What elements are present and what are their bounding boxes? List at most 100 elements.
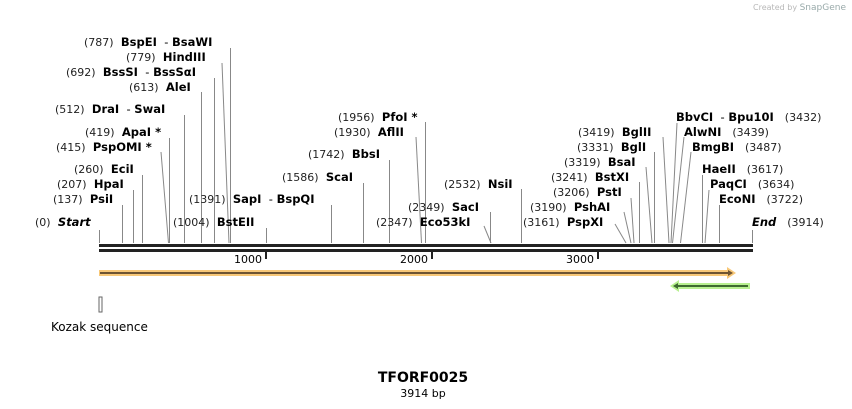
site-separator: -: [145, 65, 150, 79]
site-name-alt: BsaWI: [172, 35, 213, 49]
site-name: BstEII: [216, 215, 255, 229]
ruler-tick-label: 1000: [234, 253, 262, 266]
site-connector-lines: [99, 48, 753, 244]
site-name: BsaI: [607, 155, 636, 169]
site-separator: -: [268, 192, 273, 206]
site-label-bbsi[interactable]: (1742) BbsI: [308, 147, 380, 162]
site-label-aflii[interactable]: (1930) AflII: [334, 125, 404, 140]
site-name: PfoI *: [381, 110, 418, 124]
site-name: BglII: [621, 125, 652, 139]
site-name-alt: BspQI: [276, 192, 315, 206]
site-label-eco53ki[interactable]: (2347) Eco53kI: [376, 215, 470, 230]
site-label-bsai[interactable]: (3319) BsaI: [564, 155, 636, 170]
site-label-bgli[interactable]: (3331) BglI: [577, 140, 646, 155]
site-label-bbvci[interactable]: BbvCI - Bpu10I (3432): [676, 110, 821, 125]
site-label-haeii[interactable]: HaeII (3617): [702, 162, 783, 177]
site-label-nsii[interactable]: (2532) NsiI: [444, 177, 513, 192]
site-position: (207): [57, 178, 87, 191]
site-name: PspOMI *: [92, 140, 152, 154]
site-label-alei[interactable]: (613) AleI: [129, 80, 191, 95]
site-label-ecii[interactable]: (260) EciI: [74, 162, 134, 177]
site-position: (3206): [553, 186, 590, 199]
site-label-bglii[interactable]: (3419) BglII: [578, 125, 651, 140]
site-separator: -: [720, 110, 725, 124]
site-label-pspomi[interactable]: (415) PspOMI *: [56, 140, 152, 155]
site-name: EciI: [110, 162, 134, 176]
site-label-drai[interactable]: (512) DraI - SwaI: [55, 102, 165, 117]
site-label-psti[interactable]: (3206) PstI: [553, 185, 622, 200]
site-position: (1742): [308, 148, 345, 161]
site-position: (1004): [173, 216, 210, 229]
site-label-bsteii[interactable]: (1004) BstEII: [173, 215, 254, 230]
site-label-hpai[interactable]: (207) HpaI: [57, 177, 124, 192]
site-position: (1930): [334, 126, 371, 139]
backbone-bottom: [99, 249, 753, 252]
site-label-end[interactable]: End (3914): [752, 215, 824, 230]
site-label-hindiii[interactable]: (779) HindIII: [126, 50, 206, 65]
site-name: AleI: [165, 80, 191, 94]
site-position: (3914): [787, 216, 824, 229]
site-name: End: [752, 215, 777, 229]
site-name: BstXI: [594, 170, 630, 184]
site-position: (3161): [523, 216, 560, 229]
site-label-apai[interactable]: (419) ApaI *: [85, 125, 161, 140]
site-position: (3190): [530, 201, 567, 214]
site-name: EcoNI: [719, 192, 756, 206]
site-label-pspxi[interactable]: (3161) PspXI: [523, 215, 603, 230]
site-position: (3617): [746, 163, 784, 176]
site-position: (2349): [408, 201, 445, 214]
site-name: BssSI: [102, 65, 138, 79]
site-name: PsiI: [89, 192, 114, 206]
site-label-paqci[interactable]: PaqCI (3634): [710, 177, 794, 192]
site-label-alwni[interactable]: AlwNI (3439): [684, 125, 769, 140]
site-separator: -: [164, 35, 169, 49]
site-separator: -: [126, 102, 131, 116]
site-position: (692): [66, 66, 96, 79]
site-name-alt: BssSαI: [153, 65, 196, 79]
orf-reverse-arrow: [670, 280, 750, 292]
site-name: BbvCI: [676, 110, 714, 124]
site-position: (3634): [757, 178, 795, 191]
site-name-alt: Bpu10I: [728, 110, 774, 124]
site-name: PstI: [596, 185, 622, 199]
site-position: (260): [74, 163, 104, 176]
ruler-tick-label: 3000: [566, 253, 594, 266]
site-name: Start: [57, 215, 91, 229]
site-label-start[interactable]: (0) Start: [35, 215, 91, 230]
feature-label-kozak[interactable]: Kozak sequence: [51, 320, 148, 334]
site-position: (137): [53, 193, 83, 206]
site-name: SapI: [232, 192, 262, 206]
site-position: (787): [84, 36, 114, 49]
site-position: (1391): [189, 193, 226, 206]
map-length: 3914 bp: [400, 387, 446, 400]
site-name: BspEI: [120, 35, 157, 49]
site-position: (2347): [376, 216, 413, 229]
site-label-econi[interactable]: EcoNI (3722): [719, 192, 803, 207]
site-position: (3432): [784, 111, 822, 124]
site-label-bmgbi[interactable]: BmgBI (3487): [692, 140, 782, 155]
site-position: (2532): [444, 178, 481, 191]
site-name: SacI: [451, 200, 480, 214]
site-position: (512): [55, 103, 85, 116]
site-label-bstxi[interactable]: (3241) BstXI: [551, 170, 629, 185]
site-label-saci[interactable]: (2349) SacI: [408, 200, 479, 215]
site-name: AflII: [377, 125, 404, 139]
site-label-bsssi[interactable]: (692) BssSI - BssSαI: [66, 65, 196, 80]
credit-brand: SnapGene: [799, 3, 846, 13]
orf-forward-arrow: [99, 267, 736, 279]
site-name: PspXI: [566, 215, 604, 229]
site-label-pfoi[interactable]: (1956) PfoI *: [338, 110, 418, 125]
kozak-marker: [98, 296, 103, 313]
ruler-ticks: [265, 252, 599, 259]
site-label-psii[interactable]: (137) PsiI: [53, 192, 113, 207]
site-position: (613): [129, 81, 159, 94]
site-name: HaeII: [702, 162, 736, 176]
site-label-scai[interactable]: (1586) ScaI: [282, 170, 353, 185]
site-position: (415): [56, 141, 86, 154]
site-label-bspei[interactable]: (787) BspEI - BsaWI: [84, 35, 212, 50]
site-label-sapi[interactable]: (1391) SapI - BspQI: [189, 192, 314, 207]
site-position: (3487): [745, 141, 782, 154]
site-name-alt: SwaI: [134, 102, 166, 116]
site-label-pshai[interactable]: (3190) PshAI: [530, 200, 610, 215]
site-name: BglI: [620, 140, 647, 154]
